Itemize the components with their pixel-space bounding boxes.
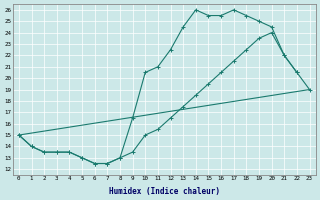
X-axis label: Humidex (Indice chaleur): Humidex (Indice chaleur) <box>109 187 220 196</box>
